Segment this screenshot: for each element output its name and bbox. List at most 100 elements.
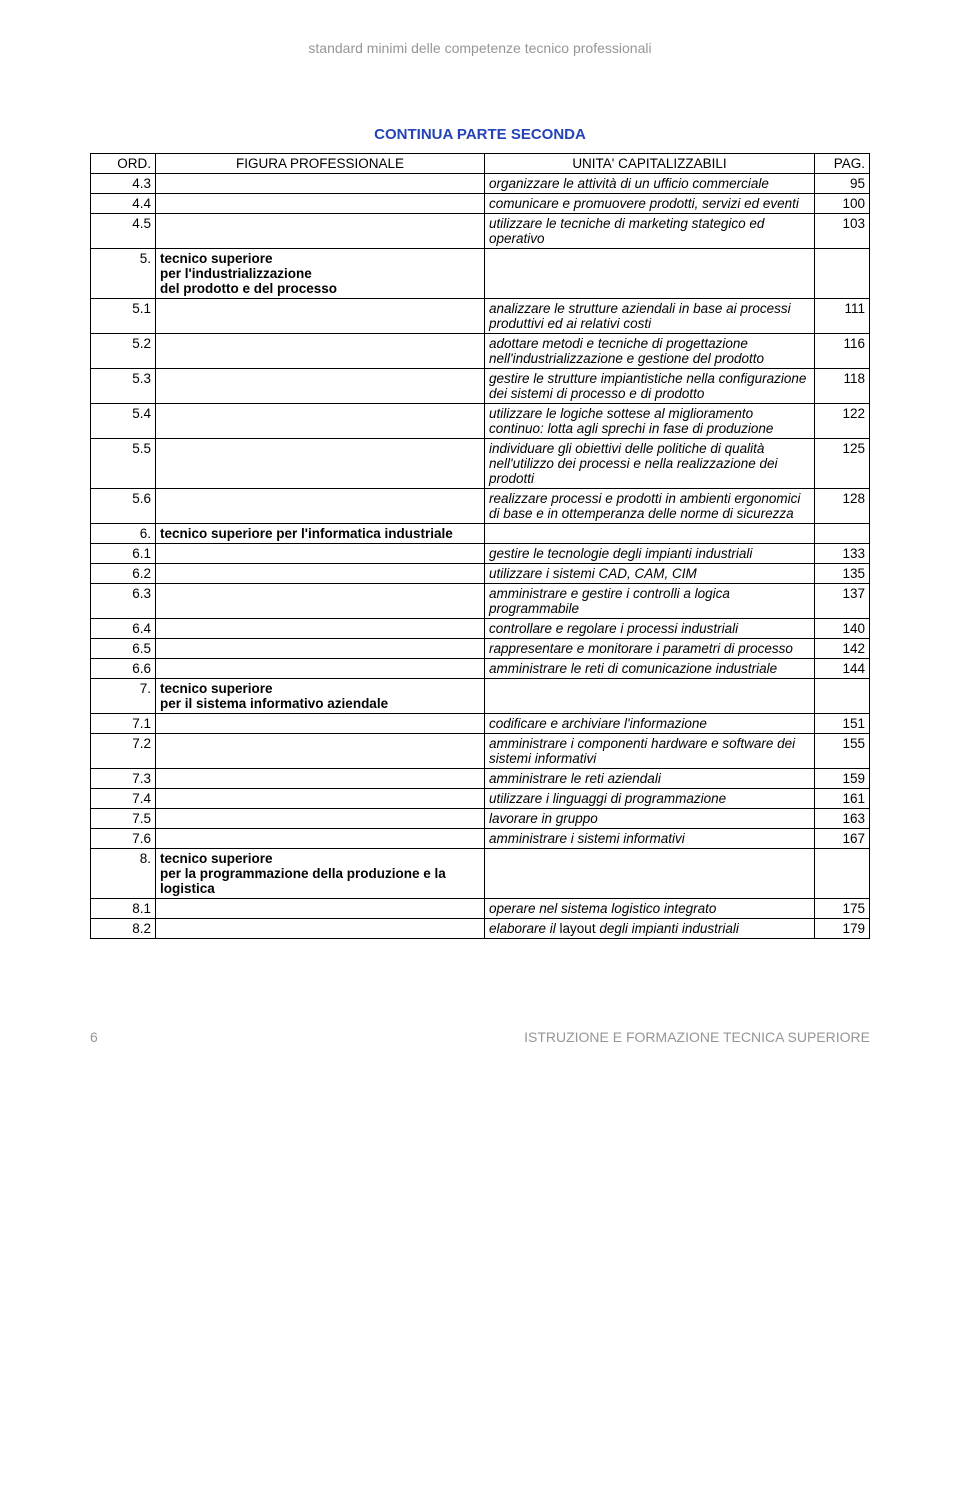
cell-unit	[485, 679, 815, 714]
cell-fig	[156, 659, 485, 679]
cell-fig	[156, 299, 485, 334]
cell-fig	[156, 214, 485, 249]
document-page: standard minimi delle competenze tecnico…	[0, 0, 960, 969]
cell-ord: 6.3	[91, 584, 156, 619]
col-header-ord: ORD.	[91, 154, 156, 174]
footer-text: ISTRUZIONE E FORMAZIONE TECNICA SUPERIOR…	[524, 1029, 870, 1045]
table-row: 7.2amministrare i componenti hardware e …	[91, 734, 870, 769]
table-row: 5.1analizzare le strutture aziendali in …	[91, 299, 870, 334]
table-header-row: ORD. FIGURA PROFESSIONALE UNITA' CAPITAL…	[91, 154, 870, 174]
cell-fig	[156, 369, 485, 404]
table-row: 7.tecnico superiore per il sistema infor…	[91, 679, 870, 714]
cell-pag: 103	[815, 214, 870, 249]
cell-unit: controllare e regolare i processi indust…	[485, 619, 815, 639]
cell-ord: 6.4	[91, 619, 156, 639]
cell-unit	[485, 849, 815, 899]
cell-unit: analizzare le strutture aziendali in bas…	[485, 299, 815, 334]
table-row: 7.6amministrare i sistemi informativi167	[91, 829, 870, 849]
cell-ord: 8.	[91, 849, 156, 899]
cell-ord: 7.1	[91, 714, 156, 734]
cell-unit: organizzare le attività di un ufficio co…	[485, 174, 815, 194]
cell-ord: 7.4	[91, 789, 156, 809]
table-row: 6.4 controllare e regolare i processi ind…	[91, 619, 870, 639]
cell-ord: 4.5	[91, 214, 156, 249]
table-row: 5.2adottare metodi e tecniche di progett…	[91, 334, 870, 369]
cell-fig	[156, 619, 485, 639]
cell-fig: tecnico superiore per il sistema informa…	[156, 679, 485, 714]
cell-unit: gestire le strutture impiantistiche nell…	[485, 369, 815, 404]
cell-pag: 151	[815, 714, 870, 734]
cell-unit: utilizzare i sistemi CAD, CAM, CIM	[485, 564, 815, 584]
cell-unit: amministrare le reti aziendali	[485, 769, 815, 789]
cell-fig: tecnico superiore per l'informatica indu…	[156, 524, 485, 544]
table-body: 4.3 organizzare le attività di un ufficio…	[91, 174, 870, 939]
table-row: 6.tecnico superiore per l'informatica in…	[91, 524, 870, 544]
cell-fig: tecnico superiore per la programmazione …	[156, 849, 485, 899]
cell-pag: 133	[815, 544, 870, 564]
cell-unit: utilizzare le tecniche di marketing stat…	[485, 214, 815, 249]
col-header-fig: FIGURA PROFESSIONALE	[156, 154, 485, 174]
cell-pag: 144	[815, 659, 870, 679]
footer-page-number: 6	[90, 1029, 98, 1045]
cell-pag: 142	[815, 639, 870, 659]
cell-unit: utilizzare le logiche sottese al miglior…	[485, 404, 815, 439]
cell-unit: codificare e archiviare l'informazione	[485, 714, 815, 734]
page-footer: 6 ISTRUZIONE E FORMAZIONE TECNICA SUPERI…	[0, 1029, 960, 1075]
cell-unit: elaborare il layout degli impianti indus…	[485, 919, 815, 939]
cell-unit: lavorare in gruppo	[485, 809, 815, 829]
table-row: 8.tecnico superiore per la programmazion…	[91, 849, 870, 899]
col-header-pag: PAG.	[815, 154, 870, 174]
cell-ord: 7.2	[91, 734, 156, 769]
cell-unit: utilizzare i linguaggi di programmazione	[485, 789, 815, 809]
cell-unit: amministrare le reti di comunicazione in…	[485, 659, 815, 679]
cell-unit	[485, 524, 815, 544]
cell-ord: 6.	[91, 524, 156, 544]
cell-unit: rappresentare e monitorare i parametri d…	[485, 639, 815, 659]
cell-ord: 8.1	[91, 899, 156, 919]
cell-pag: 100	[815, 194, 870, 214]
cell-fig	[156, 899, 485, 919]
cell-ord: 5.	[91, 249, 156, 299]
cell-ord: 5.6	[91, 489, 156, 524]
cell-fig	[156, 734, 485, 769]
cell-pag	[815, 249, 870, 299]
cell-pag: 159	[815, 769, 870, 789]
table-row: 5.4utilizzare le logiche sottese al migl…	[91, 404, 870, 439]
cell-pag: 95	[815, 174, 870, 194]
cell-ord: 4.4	[91, 194, 156, 214]
table-row: 5.tecnico superiore per l'industrializza…	[91, 249, 870, 299]
cell-fig	[156, 194, 485, 214]
cell-pag	[815, 524, 870, 544]
cell-pag: 167	[815, 829, 870, 849]
section-title: CONTINUA PARTE SECONDA	[90, 126, 870, 143]
cell-fig	[156, 639, 485, 659]
table-row: 4.4comunicare e promuovere prodotti, ser…	[91, 194, 870, 214]
cell-fig	[156, 404, 485, 439]
page-header: standard minimi delle competenze tecnico…	[90, 40, 870, 56]
cell-fig	[156, 809, 485, 829]
cell-pag: 128	[815, 489, 870, 524]
cell-pag: 135	[815, 564, 870, 584]
table-row: 7.5lavorare in gruppo163	[91, 809, 870, 829]
cell-unit: individuare gli obiettivi delle politich…	[485, 439, 815, 489]
cell-ord: 6.6	[91, 659, 156, 679]
cell-ord: 8.2	[91, 919, 156, 939]
cell-pag	[815, 679, 870, 714]
cell-pag: 137	[815, 584, 870, 619]
cell-fig	[156, 584, 485, 619]
cell-ord: 4.3	[91, 174, 156, 194]
cell-fig	[156, 789, 485, 809]
table-row: 4.3 organizzare le attività di un ufficio…	[91, 174, 870, 194]
cell-pag: 163	[815, 809, 870, 829]
cell-pag: 116	[815, 334, 870, 369]
cell-fig	[156, 334, 485, 369]
cell-unit	[485, 249, 815, 299]
table-row: 8.2 elaborare il layout degli impianti in…	[91, 919, 870, 939]
table-row: 5.6 realizzare processi e prodotti in amb…	[91, 489, 870, 524]
cell-pag: 111	[815, 299, 870, 334]
cell-fig	[156, 829, 485, 849]
table-row: 7.3amministrare le reti aziendali159	[91, 769, 870, 789]
table-row: 8.1operare nel sistema logistico integra…	[91, 899, 870, 919]
cell-unit: realizzare processi e prodotti in ambien…	[485, 489, 815, 524]
cell-unit: adottare metodi e tecniche di progettazi…	[485, 334, 815, 369]
